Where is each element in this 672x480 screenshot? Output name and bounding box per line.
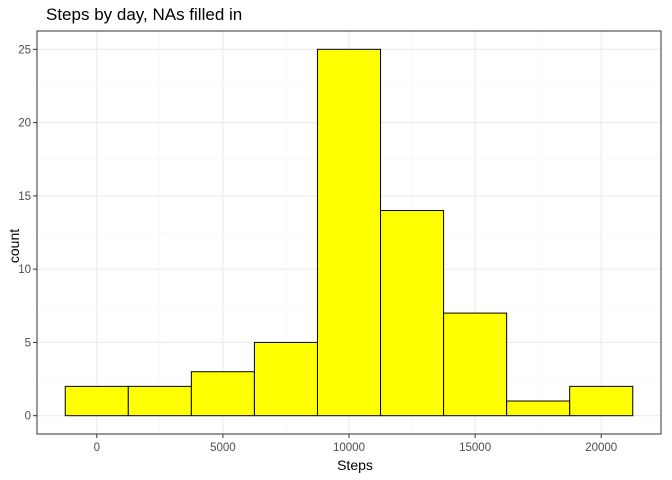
y-tick-label: 0 [25,411,31,423]
y-tick-label: 10 [18,264,31,276]
y-axis-title: count [6,229,22,263]
x-axis-ticks: 0 5000 10000 15000 20000 [94,434,617,454]
histogram-bar [127,385,192,417]
histogram-bar [64,385,129,417]
y-tick-label: 25 [18,44,31,56]
x-tick-label: 15000 [459,442,491,454]
x-tick-label: 20000 [585,442,617,454]
y-tick-label: 15 [18,191,31,203]
histogram-bar [569,385,634,417]
histogram-bar [380,210,445,417]
x-tick-label: 0 [94,442,100,454]
x-tick-label: 10000 [333,442,365,454]
x-tick-label: 5000 [210,442,236,454]
x-axis-title: Steps [337,457,373,473]
histogram-bars [64,48,634,417]
histogram-bar [316,48,382,417]
y-axis-ticks: 0 5 10 15 20 25 [18,44,37,423]
histogram-bar [190,371,255,417]
histogram-bar [253,341,318,417]
chart-title: Steps by day, NAs filled in [46,5,242,24]
y-tick-label: 5 [25,337,31,349]
y-tick-label: 20 [18,118,31,130]
histogram-bar [443,312,508,417]
histogram-bar [506,400,571,417]
